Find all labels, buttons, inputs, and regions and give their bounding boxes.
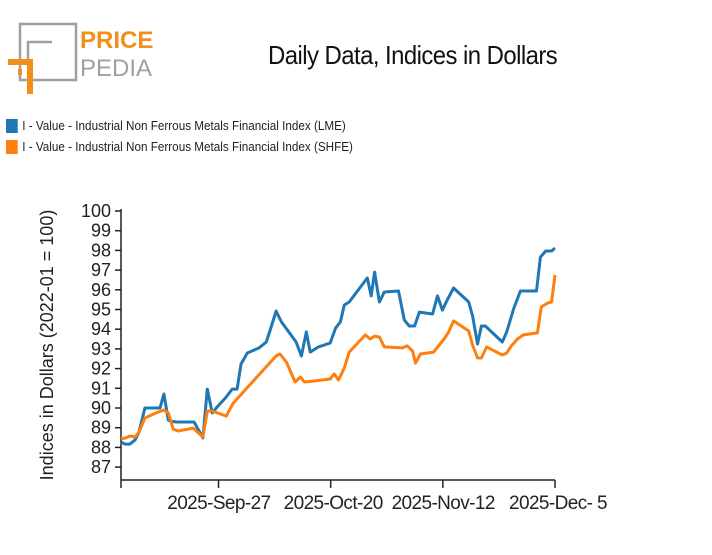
- series-line-shfe: [120, 274, 557, 441]
- y-tick-label: 90: [91, 398, 111, 418]
- y-tick-label: 95: [91, 300, 111, 320]
- y-tick-label: 97: [91, 260, 111, 280]
- y-tick-label: 87: [91, 457, 111, 477]
- legend-item-shfe[interactable]: I - Value - Industrial Non Ferrous Metal…: [6, 139, 353, 154]
- x-tick-label: 2025-Nov-12: [392, 493, 495, 514]
- x-tick-label: 2025-Sep-27: [167, 493, 270, 514]
- y-tick-label: 92: [91, 359, 111, 379]
- x-tick-label: 2025-Oct-20: [284, 493, 383, 514]
- legend-label-shfe: I - Value - Industrial Non Ferrous Metal…: [22, 139, 353, 154]
- y-tick-label: 94: [91, 319, 111, 339]
- series-lines: [120, 246, 557, 446]
- logo-text-pedia: PEDIA: [80, 55, 152, 82]
- y-tick-label: 99: [91, 221, 111, 241]
- y-tick-label: 91: [91, 378, 111, 398]
- legend-swatch-shfe: [6, 139, 18, 154]
- y-tick-label: 93: [91, 339, 111, 359]
- logo-text-price: PRICE: [80, 27, 153, 54]
- y-tick-label: 98: [91, 240, 111, 260]
- y-tick-label: 96: [91, 280, 111, 300]
- x-axis: 2025-Sep-27 2025-Oct-20 2025-Nov-12 2025-De…: [120, 479, 608, 514]
- y-tick-label: 89: [91, 418, 111, 438]
- series-line-lme: [120, 246, 556, 446]
- legend-swatch-lme: [6, 118, 18, 133]
- y-axis-label: Indices in Dollars (2022-01 = 100): [37, 210, 57, 481]
- chart-title: Daily Data, Indices in Dollars: [268, 40, 558, 70]
- x-tick-label: 2025-Dec- 5: [509, 493, 607, 514]
- y-tick-label: 88: [91, 437, 111, 457]
- pricepedia-logo: PRICE PEDIA: [8, 22, 153, 94]
- legend-label-lme: I - Value - Industrial Non Ferrous Metal…: [22, 118, 346, 133]
- legend-item-lme[interactable]: I - Value - Industrial Non Ferrous Metal…: [6, 118, 346, 133]
- y-tick-label: 100: [81, 201, 111, 221]
